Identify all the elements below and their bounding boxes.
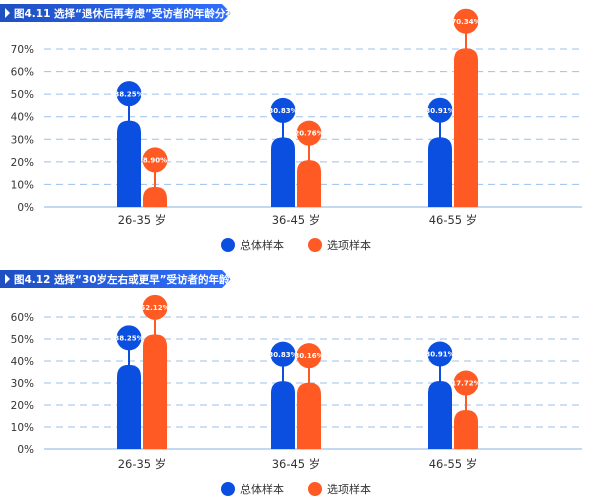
title-banner xyxy=(0,4,231,22)
data-label: 30.83% xyxy=(268,107,297,115)
bar-option xyxy=(454,48,478,207)
legend-item-option: 选项样本 xyxy=(327,238,371,252)
y-tick-label: 60% xyxy=(11,312,34,324)
bar-total xyxy=(117,120,141,207)
callout-bubble xyxy=(116,325,142,351)
data-label: 20.76% xyxy=(294,130,323,138)
x-tick-label: 36-45 岁 xyxy=(272,457,321,471)
y-tick-label: 10% xyxy=(11,179,34,191)
callout-bubble xyxy=(142,294,168,320)
data-label: 38.25% xyxy=(114,334,143,342)
callout-bubble xyxy=(453,8,479,34)
legend-item-total: 总体样本 xyxy=(240,238,284,252)
callout-bubble xyxy=(270,97,296,123)
callout-bubble xyxy=(296,120,322,146)
data-label: 8.90% xyxy=(143,157,167,165)
bar-option xyxy=(143,334,167,449)
data-label: 30.91% xyxy=(425,351,454,359)
legend: 总体样本 选项样本 xyxy=(221,238,371,252)
legend-item-option: 选项样本 xyxy=(327,482,371,496)
y-tick-label: 30% xyxy=(11,134,34,146)
callout-bubble xyxy=(427,97,453,123)
play-triangle-icon xyxy=(5,8,10,18)
x-tick-label: 46-55 岁 xyxy=(429,213,478,227)
y-tick-label: 60% xyxy=(11,67,34,79)
callout-bubble xyxy=(296,343,322,369)
x-tick-label: 46-55 岁 xyxy=(429,457,478,471)
y-tick-label: 20% xyxy=(11,400,34,412)
bar-total xyxy=(428,380,452,449)
data-label: 30.83% xyxy=(268,351,297,359)
chart-title: 图4.11 选择“退休后再考虑”受访者的年龄分布 xyxy=(14,7,236,20)
bar-total xyxy=(428,137,452,207)
bar-total xyxy=(117,364,141,449)
bar-option xyxy=(143,186,167,207)
bar-option xyxy=(297,160,321,207)
legend-swatch xyxy=(221,238,235,252)
legend-swatch xyxy=(308,482,322,496)
y-tick-label: 20% xyxy=(11,157,34,169)
bar-total xyxy=(271,381,295,449)
bar-option xyxy=(454,410,478,449)
y-tick-label: 70% xyxy=(11,44,34,56)
x-tick-label: 26-35 岁 xyxy=(118,457,167,471)
title-banner xyxy=(0,270,231,288)
x-tick-label: 36-45 岁 xyxy=(272,213,321,227)
y-tick-label: 40% xyxy=(11,356,34,368)
y-tick-label: 10% xyxy=(11,422,34,434)
callout-bubble xyxy=(142,147,168,173)
legend-swatch xyxy=(308,238,322,252)
data-label: 17.72% xyxy=(451,380,480,388)
data-label: 70.34% xyxy=(451,18,480,26)
chart-title: 图4.12 选择“30岁左右或更早”受访者的年龄分布 xyxy=(14,273,251,286)
chart-2: 图4.12 选择“30岁左右或更早”受访者的年龄分布 0% 10% 20% 30% 40%… xyxy=(0,270,582,496)
callout-bubble xyxy=(116,81,142,107)
callout-bubble xyxy=(270,341,296,367)
callout-bubble xyxy=(453,370,479,396)
callout-bubble xyxy=(427,341,453,367)
y-tick-label: 50% xyxy=(11,89,34,101)
y-tick-label: 30% xyxy=(11,378,34,390)
chart-1: 图4.11 选择“退休后再考虑”受访者的年龄分布 0% 10% 20% 30% 40% 50… xyxy=(0,4,582,252)
y-tick-label: 50% xyxy=(11,334,34,346)
data-label: 30.91% xyxy=(425,107,454,115)
bar-total xyxy=(271,137,295,207)
bar-option xyxy=(297,382,321,449)
data-label: 38.25% xyxy=(114,90,143,98)
legend-swatch xyxy=(221,482,235,496)
y-tick-label: 0% xyxy=(17,444,34,456)
y-tick-label: 40% xyxy=(11,112,34,124)
data-label: 52.12% xyxy=(140,304,169,312)
legend: 总体样本 选项样本 xyxy=(221,482,371,496)
x-tick-label: 26-35 岁 xyxy=(118,213,167,227)
legend-item-total: 总体样本 xyxy=(240,482,284,496)
y-tick-label: 0% xyxy=(17,202,34,214)
data-label: 30.16% xyxy=(294,352,323,360)
play-triangle-icon xyxy=(5,274,10,284)
